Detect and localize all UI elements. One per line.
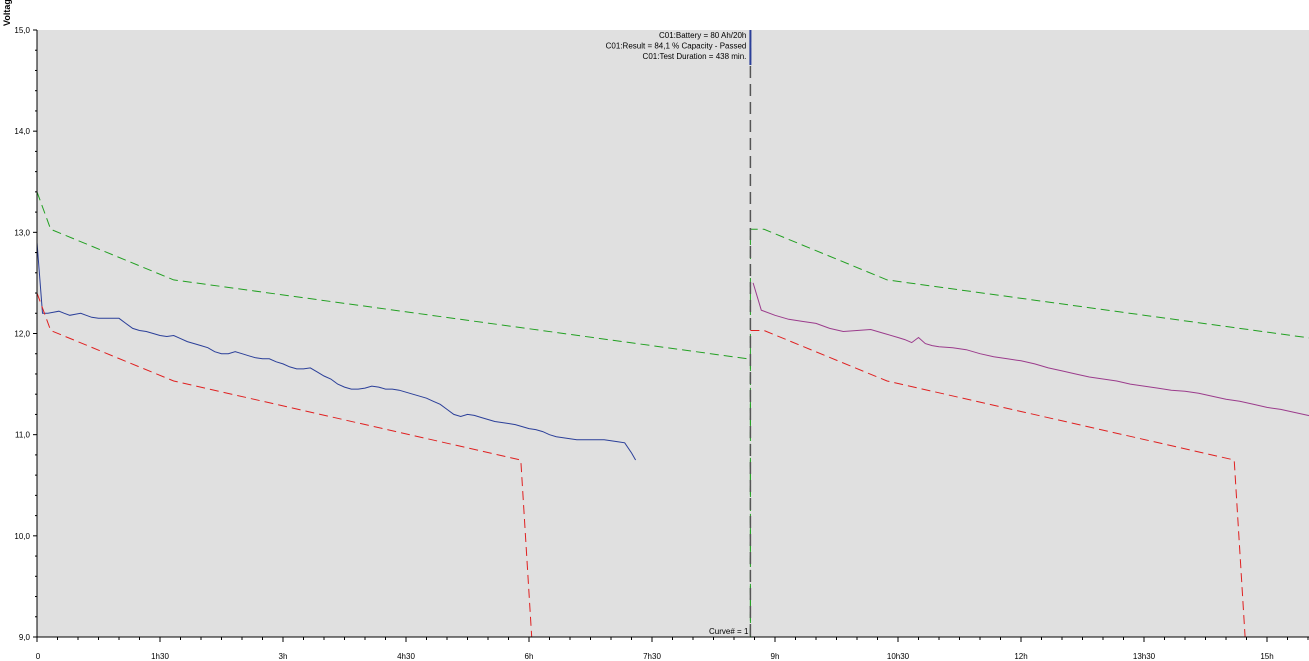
y-tick-label: 9,0	[19, 633, 31, 642]
x-tick-label: 3h	[279, 652, 288, 661]
c01-line-1	[36, 242, 637, 461]
x-tick-label: 1h30	[151, 652, 169, 661]
x-tick-label: 9h	[771, 652, 780, 661]
curve-color-indicator	[749, 30, 752, 65]
x-tick-label: 10h30	[887, 652, 910, 661]
x-tick-label: 13h30	[1133, 652, 1156, 661]
y-tick-label: 11,0	[15, 431, 31, 440]
x-tick-label: 7h30	[643, 652, 661, 661]
curve-number-label: Curve# = 1	[709, 627, 749, 636]
y-tick-label: 12,0	[14, 330, 30, 339]
x-tick-label: 12h	[1014, 652, 1027, 661]
x-tick-label: 0	[36, 652, 41, 661]
lower_limit-line-1	[36, 292, 533, 638]
marker-layer	[749, 30, 752, 637]
y-tick-label: 13,0	[14, 228, 30, 237]
c02-line-2	[752, 282, 1309, 417]
result-annotation: C01:Result = 84,1 % Capacity - Passed	[606, 42, 747, 51]
x-tick-label: 15h	[1260, 652, 1273, 661]
annotation-layer: C01:Battery = 80 Ah/20h C01:Result = 84,1…	[606, 31, 749, 636]
y-tick-layer: 9,0 10,0 11,0 12,0 13,0 14,0 15,0	[14, 26, 37, 642]
y-axis-title: Voltage	[2, 0, 12, 26]
result-annotation: C01:Battery = 80 Ah/20h	[659, 31, 746, 40]
x-tick-layer: 01h303h4h306h7h309h10h3012h13h3015h16h30…	[36, 637, 1309, 661]
lower_limit-line-2	[750, 330, 1246, 638]
y-tick-label: 14,0	[14, 127, 30, 136]
plot-background	[37, 30, 1309, 637]
y-tick-label: 15,0	[14, 26, 30, 35]
x-tick-label: 6h	[525, 652, 534, 661]
result-annotation: C01:Test Duration = 438 min.	[643, 52, 747, 61]
y-tick-label: 10,0	[14, 532, 30, 541]
x-tick-label: 4h30	[397, 652, 415, 661]
